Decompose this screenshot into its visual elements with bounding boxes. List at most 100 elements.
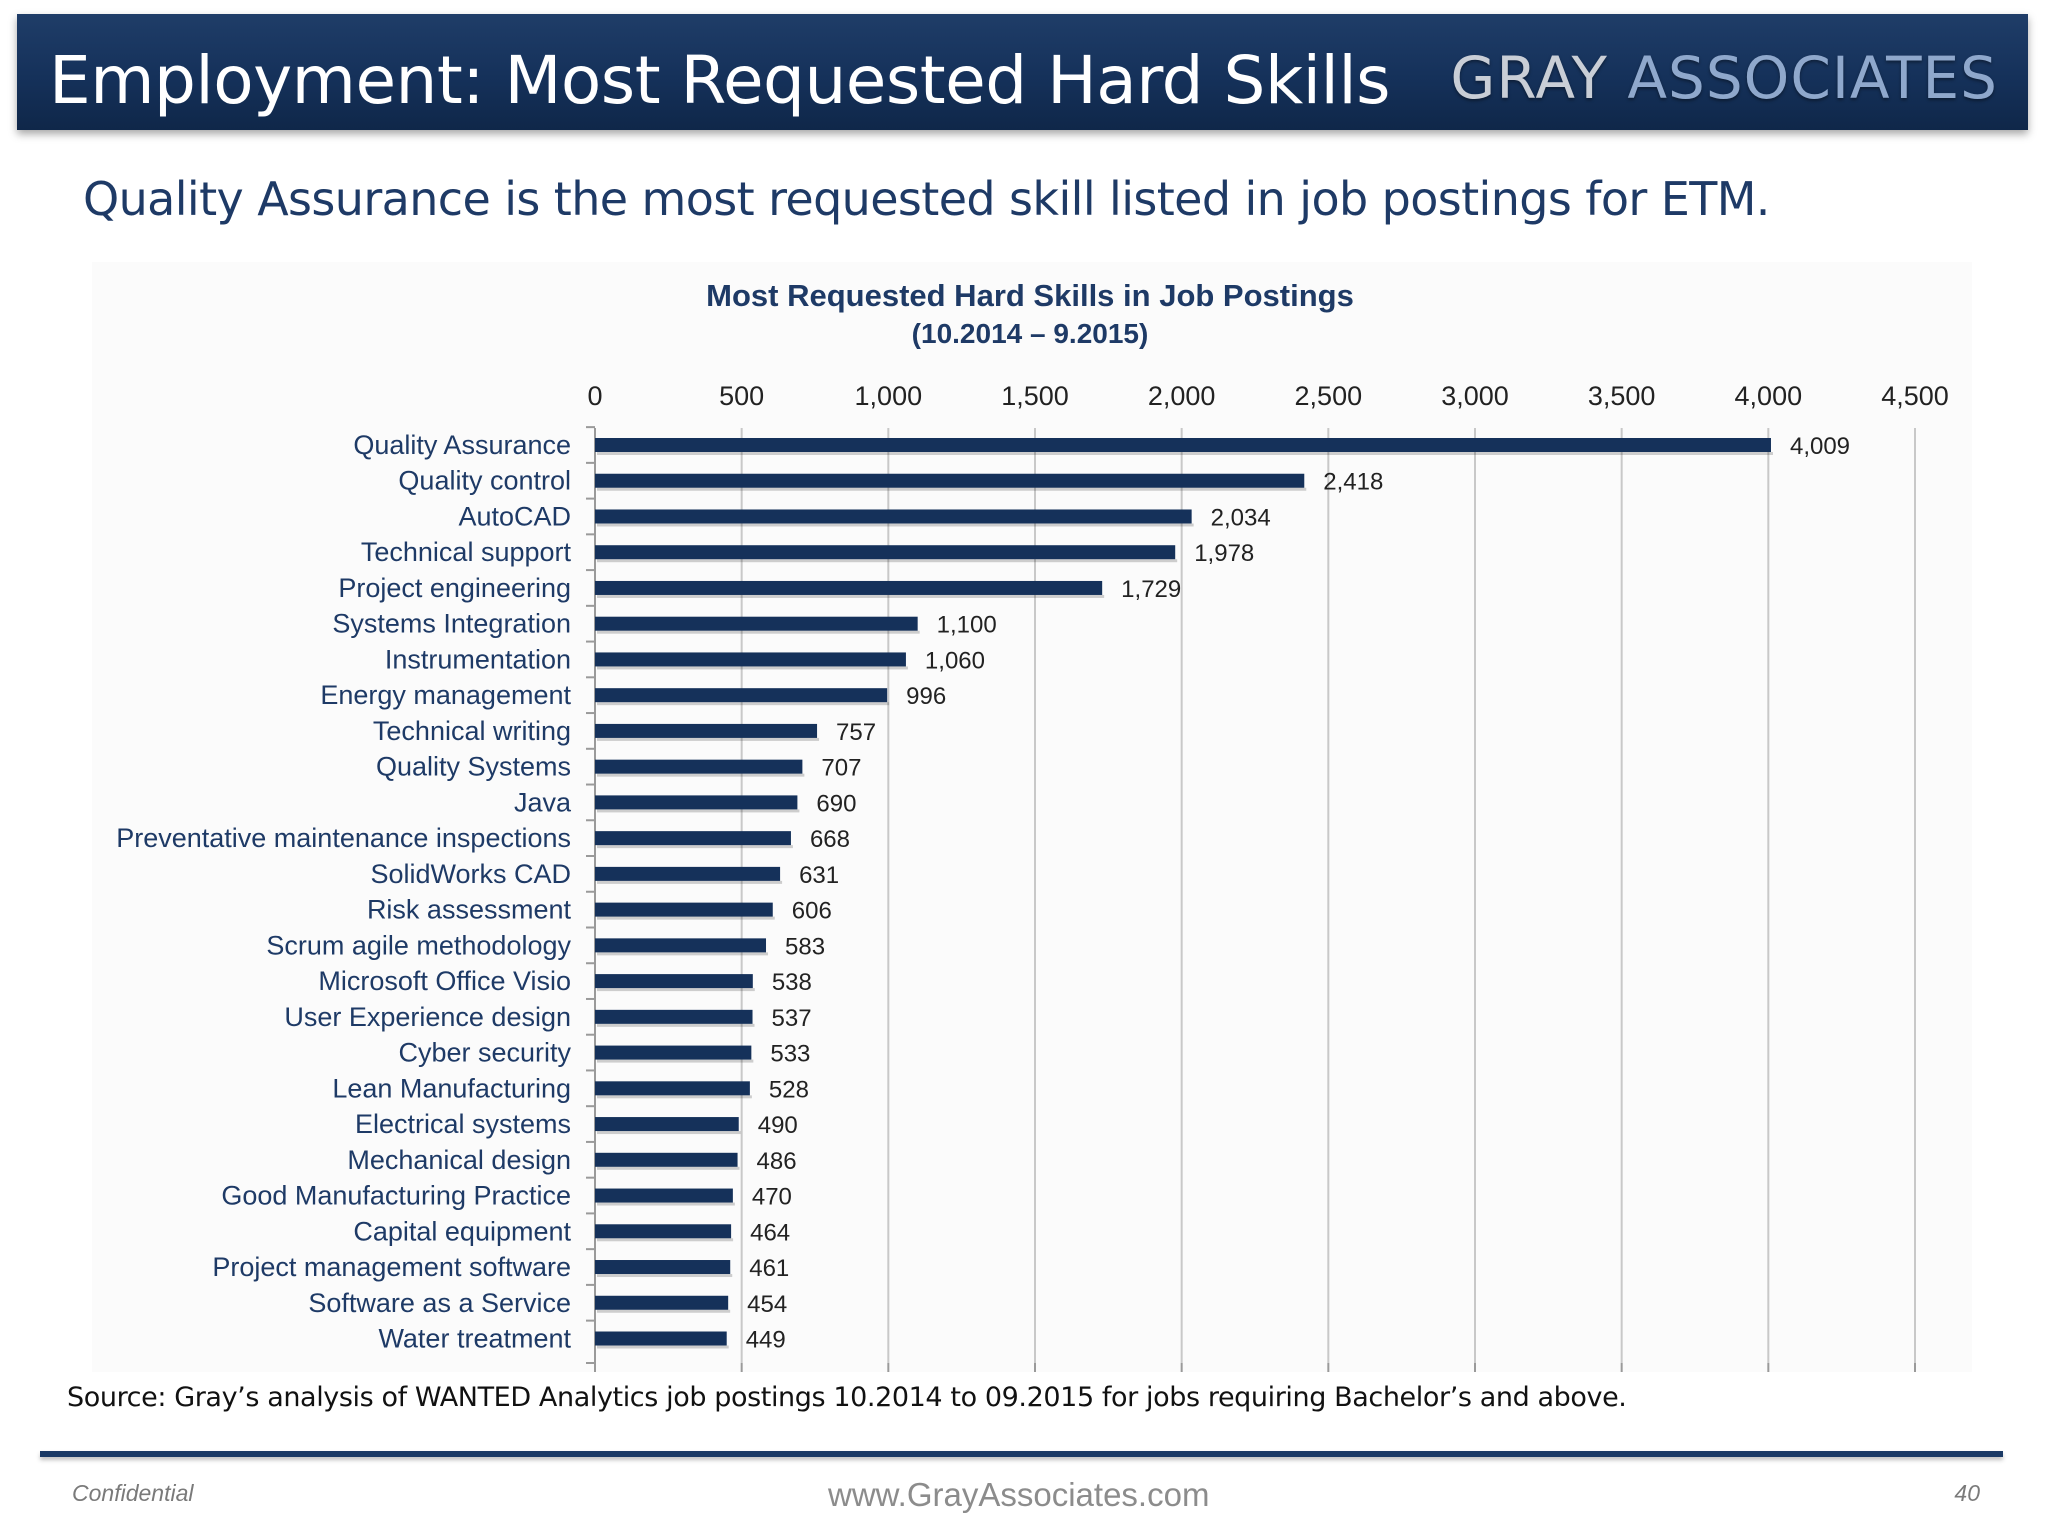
- website-link[interactable]: www.GrayAssociates.com: [828, 1476, 1210, 1513]
- category-label: Software as a Service: [308, 1288, 571, 1318]
- bar: [595, 509, 1192, 524]
- category-label: AutoCAD: [458, 501, 571, 531]
- value-label: 1,060: [925, 647, 985, 674]
- bar: [595, 1260, 731, 1275]
- value-label: 583: [785, 933, 825, 960]
- bar-shadow: [597, 737, 820, 741]
- category-label: Technical writing: [373, 716, 571, 746]
- x-tick-label: 1,500: [1001, 381, 1069, 411]
- source-note: Source: Gray’s analysis of WANTED Analyt…: [67, 1382, 1627, 1413]
- x-tick-label: 4,000: [1735, 381, 1803, 411]
- value-label: 454: [747, 1291, 787, 1318]
- x-tick-label: 0: [587, 381, 602, 411]
- bar: [595, 1081, 750, 1096]
- value-label: 464: [750, 1219, 790, 1246]
- value-label: 470: [752, 1184, 792, 1211]
- brand-logo-gray: GRAY: [1450, 44, 1608, 112]
- bar-shadow: [597, 1345, 729, 1349]
- x-tick-label: 1,000: [855, 381, 923, 411]
- bar-shadow: [597, 702, 890, 706]
- chart-title: Most Requested Hard Skills in Job Postin…: [706, 278, 1354, 313]
- category-label: Project engineering: [338, 573, 571, 603]
- category-label: Instrumentation: [385, 644, 571, 674]
- bar-shadow: [597, 952, 769, 956]
- bar: [595, 688, 888, 703]
- category-label: Preventative maintenance inspections: [116, 823, 571, 853]
- bar: [595, 1188, 733, 1203]
- bar: [595, 866, 781, 881]
- category-label: Energy management: [320, 680, 571, 710]
- value-label: 690: [816, 790, 856, 817]
- value-label: 757: [836, 719, 876, 746]
- category-label: Quality Assurance: [353, 430, 571, 460]
- bar: [595, 902, 773, 917]
- bar-shadow: [597, 1023, 755, 1027]
- bar: [595, 545, 1176, 560]
- bar: [595, 473, 1305, 488]
- value-label: 4,009: [1790, 433, 1850, 460]
- category-label: Capital equipment: [353, 1216, 571, 1246]
- confidential-label: Confidential: [72, 1480, 194, 1506]
- brand-logo-associates: ASSOCIATES: [1627, 44, 1998, 112]
- category-label: Java: [514, 787, 572, 817]
- bar: [595, 974, 753, 989]
- slide-subtitle: Quality Assurance is the most requested …: [83, 172, 1770, 226]
- bar: [595, 438, 1771, 452]
- bar: [595, 831, 791, 846]
- x-tick-label: 500: [719, 381, 764, 411]
- value-label: 996: [906, 683, 946, 710]
- x-tick-label: 3,000: [1441, 381, 1509, 411]
- bar: [595, 759, 803, 774]
- brand-logo: GRAY ASSOCIATES: [1450, 44, 1998, 112]
- bar-shadow: [597, 1131, 741, 1135]
- bar-shadow: [597, 1166, 740, 1170]
- bar: [595, 652, 906, 667]
- value-label: 1,100: [937, 612, 997, 639]
- footer-divider: [40, 1451, 2003, 1457]
- bar-shadow: [597, 845, 793, 849]
- bar-shadow: [597, 1202, 735, 1206]
- value-label: 449: [746, 1327, 786, 1354]
- value-label: 1,729: [1121, 576, 1181, 603]
- category-label: Risk assessment: [367, 895, 572, 925]
- category-label: Project management software: [212, 1252, 571, 1282]
- bar: [595, 1295, 729, 1310]
- bar-shadow: [597, 1238, 734, 1242]
- value-label: 2,418: [1323, 469, 1383, 496]
- bar-shadow: [597, 594, 1105, 598]
- bar-shadow: [597, 1274, 733, 1278]
- bar: [595, 1331, 727, 1346]
- bar-shadow: [597, 1309, 731, 1313]
- value-label: 537: [772, 1005, 812, 1032]
- category-label: Microsoft Office Visio: [318, 966, 571, 996]
- chart-subtitle: (10.2014 – 9.2015): [912, 318, 1149, 349]
- category-label: User Experience design: [284, 1002, 571, 1032]
- x-tick-label: 3,500: [1588, 381, 1656, 411]
- category-label: Lean Manufacturing: [332, 1073, 571, 1103]
- category-label: Cyber security: [398, 1038, 571, 1068]
- category-label: Systems Integration: [332, 609, 571, 639]
- bar: [595, 795, 798, 810]
- value-label: 461: [749, 1255, 789, 1282]
- x-tick-label: 2,000: [1148, 381, 1216, 411]
- bar: [595, 938, 767, 953]
- bar-shadow: [597, 1095, 752, 1099]
- category-label: Scrum agile methodology: [266, 930, 571, 960]
- bar-chart: Most Requested Hard Skills in Job Postin…: [116, 278, 1949, 1372]
- value-label: 668: [810, 826, 850, 853]
- bar: [595, 723, 818, 738]
- category-label: SolidWorks CAD: [370, 859, 571, 889]
- category-label: Mechanical design: [347, 1145, 571, 1175]
- bar: [595, 1152, 738, 1167]
- category-label: Electrical systems: [355, 1109, 571, 1139]
- header-bar: Employment: Most Requested Hard Skills G…: [17, 14, 2028, 130]
- bar-shadow: [597, 487, 1307, 491]
- bar-shadow: [597, 1059, 754, 1063]
- bar-shadow: [597, 452, 1773, 455]
- category-label: Technical support: [361, 537, 572, 567]
- bar: [595, 580, 1103, 595]
- category-label: Quality Systems: [376, 752, 571, 782]
- bar-shadow: [597, 880, 783, 884]
- bar-shadow: [597, 523, 1194, 527]
- value-label: 538: [772, 969, 812, 996]
